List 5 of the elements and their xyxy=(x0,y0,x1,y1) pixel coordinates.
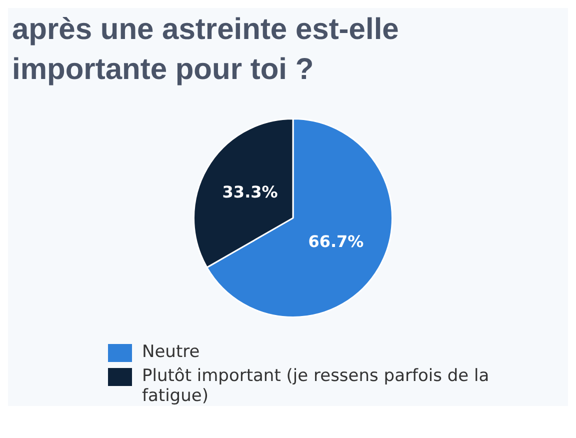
chart-title: après une astreinte est-elle importante pour toi ? xyxy=(11,12,400,88)
data-label: 33.3% xyxy=(222,182,278,202)
legend-label: Plutôt important (je ressens parfois de la fatigue) xyxy=(142,366,490,406)
legend-label: Neutre xyxy=(142,342,200,362)
data-label: 66.7% xyxy=(308,232,364,252)
